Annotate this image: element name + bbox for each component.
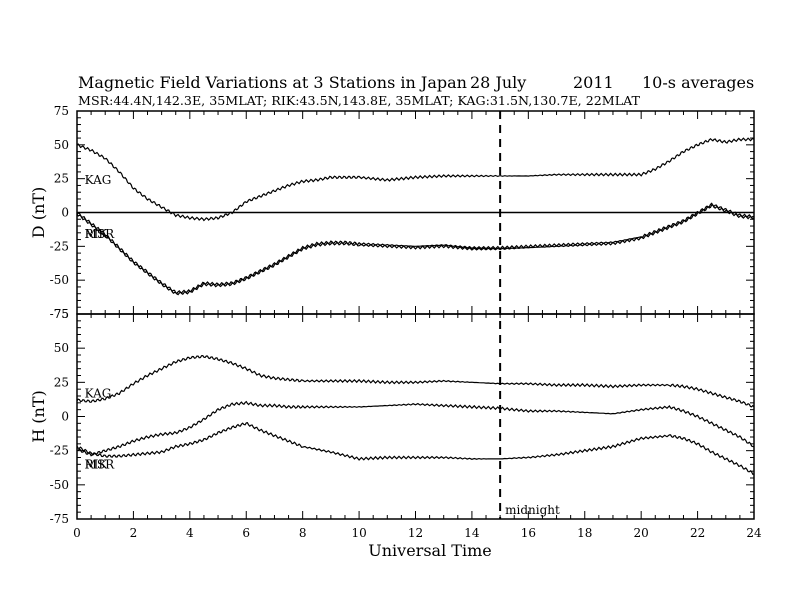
x-axis-label: Universal Time: [368, 541, 491, 560]
x-tick-label: 10: [351, 526, 366, 540]
y-tick-label: 75: [54, 307, 69, 321]
x-tick-label: 16: [521, 526, 536, 540]
station-label: KAG: [85, 173, 112, 187]
chart-title: Magnetic Field Variations at 3 Stations …: [78, 73, 467, 92]
series-line-h-2: [76, 422, 755, 476]
y-tick-label: -75: [50, 512, 69, 526]
y-tick-label: -25: [50, 239, 69, 253]
y-tick-label: 25: [54, 172, 69, 186]
station-label: MSR: [85, 457, 116, 471]
y-axis-label: D (nT): [29, 187, 48, 238]
y-tick-label: 50: [54, 138, 69, 152]
x-tick-label: 14: [464, 526, 480, 540]
y-axis-label: H (nT): [29, 390, 48, 443]
chart-title-averaging: 10-s averages: [642, 73, 754, 92]
x-tick-label: 2: [130, 526, 138, 540]
x-tick-label: 8: [299, 526, 307, 540]
x-tick-label: 18: [577, 526, 592, 540]
y-tick-label: -25: [50, 444, 69, 458]
chart-subtitle-stations: MSR:44.4N,142.3E, 35MLAT; RIK:43.5N,143.…: [78, 94, 640, 108]
x-tick-label: 20: [634, 526, 649, 540]
x-tick-label: 4: [186, 526, 194, 540]
x-tick-label: 22: [690, 526, 705, 540]
series-line-h-0: [76, 354, 755, 408]
panel-frame: [76, 313, 755, 520]
station-label: KAG: [85, 386, 112, 400]
series-line-d-2: [76, 204, 755, 296]
y-tick-label: -50: [50, 273, 69, 287]
y-tick-label: 0: [61, 410, 69, 424]
station-label: MSR: [85, 227, 116, 241]
y-tick-label: -50: [50, 478, 69, 492]
y-tick-label: 75: [54, 104, 69, 118]
x-tick-label: 0: [73, 526, 81, 540]
series-line-h-1: [76, 400, 755, 457]
x-tick-label: 12: [408, 526, 423, 540]
y-tick-label: 50: [54, 341, 69, 355]
station-label: RIK: [85, 227, 109, 241]
station-label: RIK: [85, 457, 109, 471]
chart-title-date: 28 July: [470, 73, 526, 92]
x-tick-label: 24: [746, 526, 762, 540]
x-tick-label: 6: [242, 526, 250, 540]
y-tick-label: 25: [54, 375, 69, 389]
y-tick-label: 0: [61, 206, 69, 220]
midnight-label: midnight: [505, 503, 560, 517]
chart-title-year: 2011: [573, 73, 614, 92]
y-tick-label: -75: [50, 307, 69, 321]
series-line-d-0: [76, 137, 755, 222]
